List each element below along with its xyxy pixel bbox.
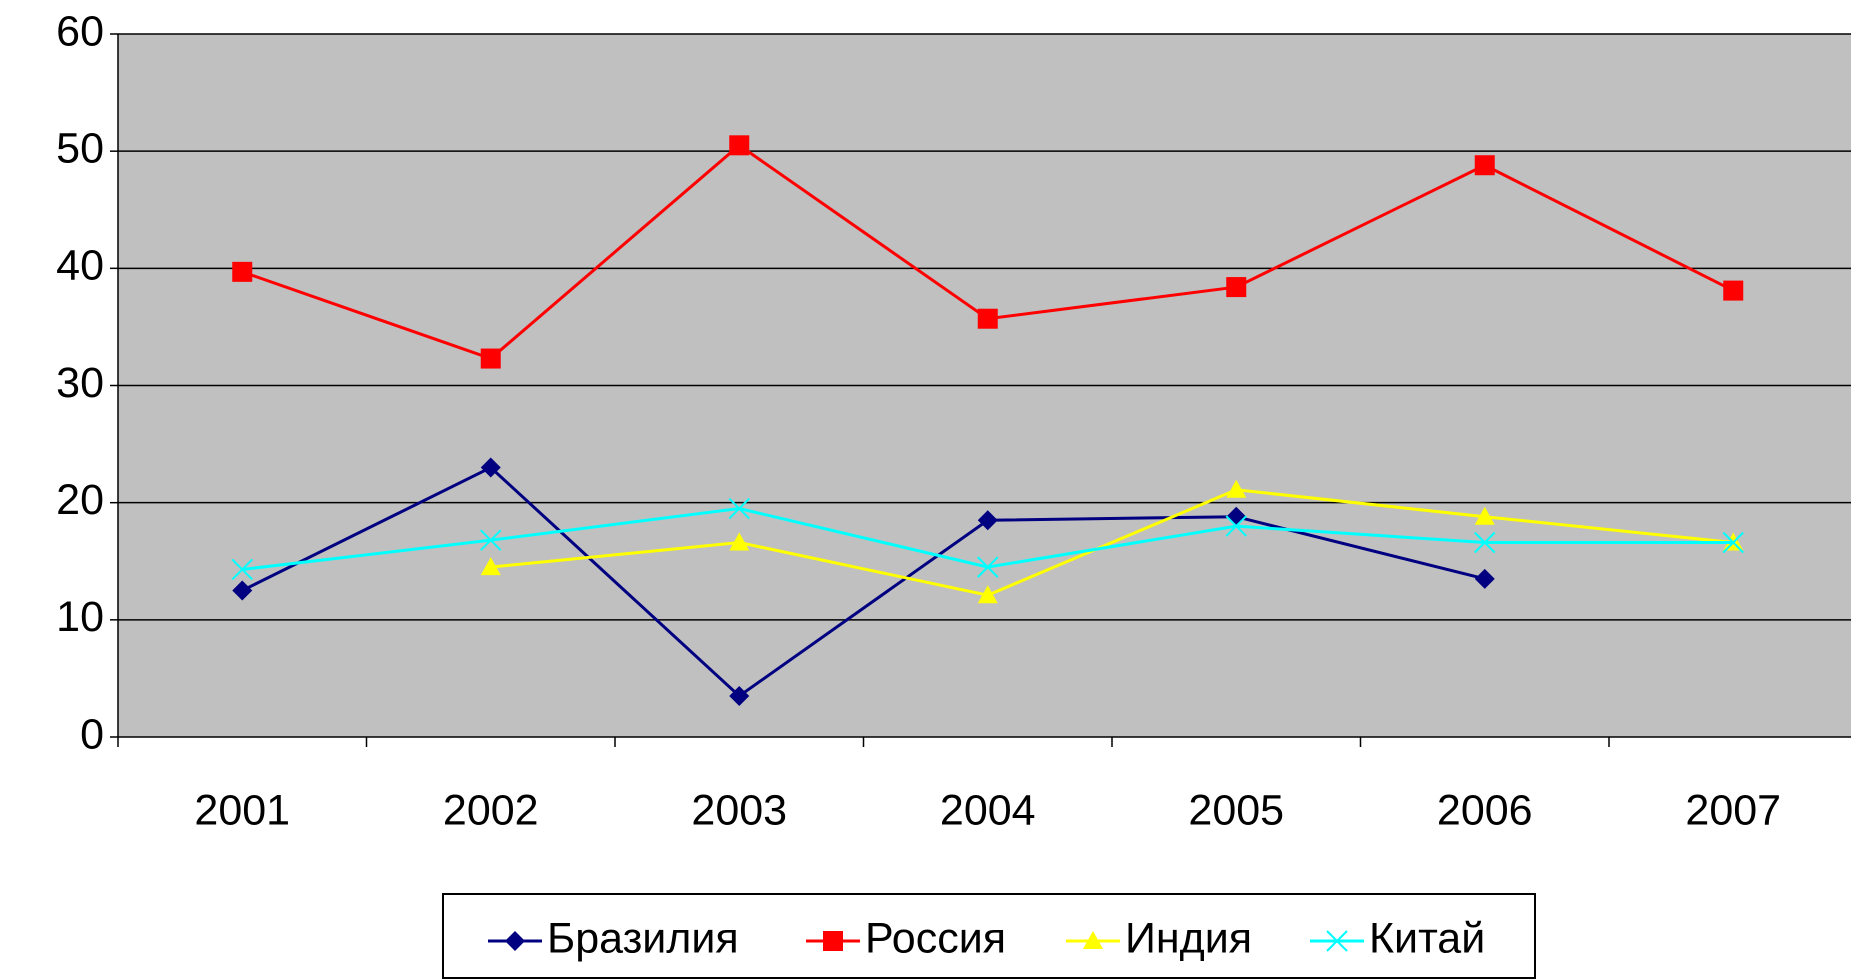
x-tick-label: 2006 — [1437, 786, 1533, 834]
marker — [480, 457, 501, 478]
x-tick-label: 2004 — [940, 786, 1036, 834]
y-tick-label: 0 — [80, 710, 104, 758]
y-tick-label: 20 — [56, 476, 104, 524]
marker — [977, 585, 998, 604]
x-tick-label: 2002 — [443, 786, 539, 834]
marker — [1226, 479, 1247, 498]
legend-label: Россия — [865, 914, 1006, 962]
marker — [1474, 155, 1495, 176]
series-line — [490, 488, 1734, 597]
marker — [977, 510, 998, 531]
x-tick-label: 2007 — [1685, 786, 1781, 834]
series-line — [241, 465, 1486, 698]
y-tick-label: 60 — [56, 7, 104, 55]
marker — [1326, 930, 1348, 952]
marker — [729, 685, 750, 706]
marker — [1723, 280, 1744, 301]
marker — [823, 931, 843, 951]
marker — [1474, 568, 1495, 589]
marker — [1474, 506, 1495, 525]
x-tick-label: 2001 — [194, 786, 290, 834]
legend-box — [442, 893, 1536, 979]
marker — [1722, 531, 1744, 554]
legend-label: Индия — [1125, 914, 1252, 962]
y-tick-label: 30 — [56, 359, 104, 407]
legend-label: Бразилия — [547, 914, 739, 962]
marker — [480, 348, 501, 369]
marker — [728, 497, 750, 520]
marker — [232, 261, 253, 282]
marker — [1083, 931, 1103, 949]
marker — [1225, 515, 1247, 537]
y-tick-label: 10 — [56, 593, 104, 641]
y-tick-label: 50 — [56, 125, 104, 173]
marker — [729, 532, 750, 551]
x-tick-label: 2003 — [691, 786, 787, 834]
marker — [1474, 531, 1496, 554]
marker — [505, 931, 525, 951]
marker — [231, 558, 253, 581]
x-tick-label: 2005 — [1188, 786, 1284, 834]
marker — [729, 135, 750, 156]
marker — [977, 308, 998, 329]
legend-label: Китай — [1369, 914, 1485, 962]
marker — [232, 580, 253, 601]
marker — [1226, 277, 1247, 298]
y-tick-label: 40 — [56, 242, 104, 290]
marker — [480, 557, 501, 576]
marker — [977, 556, 999, 578]
marker — [480, 529, 502, 551]
